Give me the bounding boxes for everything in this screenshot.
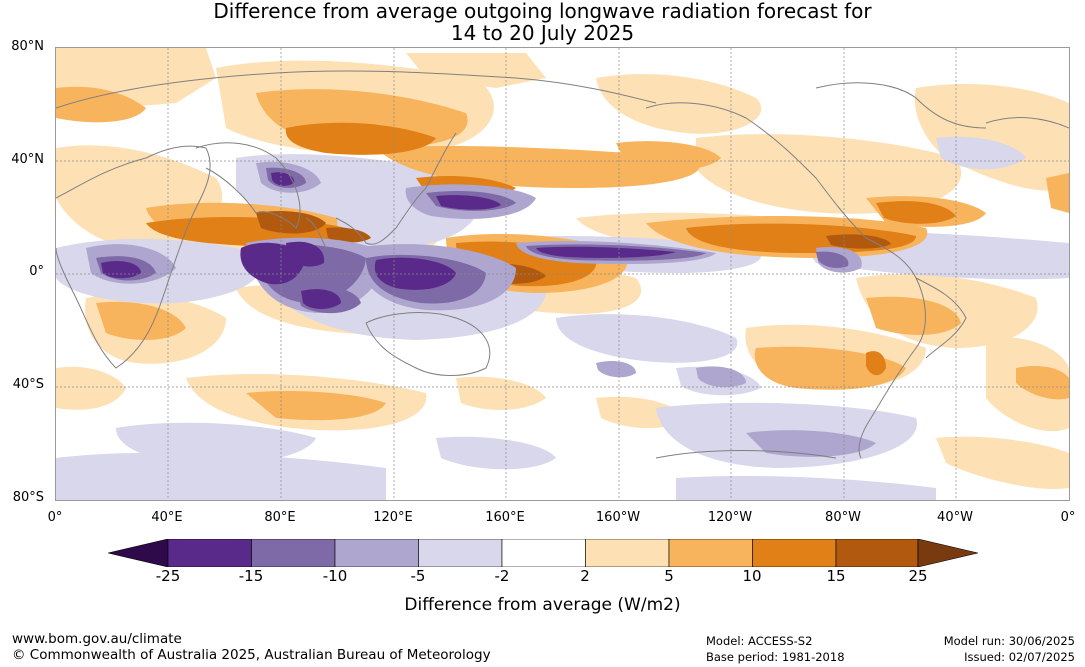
colorbar-segment <box>917 539 978 567</box>
map-title: Difference from average outgoing longwav… <box>0 0 1085 44</box>
lat-label-80n: 80°N <box>11 39 44 54</box>
lat-label-40n: 40°N <box>11 152 44 167</box>
lon-label-80e: 80°E <box>264 510 296 525</box>
lon-label-40e: 40°E <box>151 510 183 525</box>
colorbar-tick: 10 <box>742 567 762 585</box>
lon-label-0: 0° <box>47 510 63 525</box>
colorbar-tick: 25 <box>908 567 928 585</box>
colorbar-tick: -25 <box>155 567 181 585</box>
footer-url[interactable]: www.bom.gov.au/climate <box>12 631 182 647</box>
lon-label-80w: 80°W <box>825 510 861 525</box>
lat-label-equator: 0° <box>29 264 44 279</box>
title-line-1: Difference from average outgoing longwav… <box>213 0 872 23</box>
footer-left: www.bom.gov.au/climate © Commonwealth of… <box>12 631 491 663</box>
lon-label-160e: 160°E <box>485 510 525 525</box>
colorbar-segment <box>501 539 586 567</box>
coastlines <box>56 70 1069 459</box>
footer-issued: Issued: 02/07/2025 <box>964 650 1075 664</box>
colorbar-tick: -15 <box>238 567 264 585</box>
colorbar-tick: 15 <box>826 567 846 585</box>
footer-copyright: © Commonwealth of Australia 2025, Austra… <box>12 647 491 663</box>
colorbar-segment <box>668 539 753 567</box>
lat-label-40s: 40°S <box>12 377 44 392</box>
footer-model: Model: ACCESS-S2 <box>706 634 813 648</box>
colorbar-tick: -10 <box>322 567 348 585</box>
colorbar-segment <box>108 539 169 567</box>
map-canvas <box>56 48 1069 500</box>
lon-label-120w: 120°W <box>707 510 753 525</box>
colorbar <box>108 539 978 567</box>
footer-model-run: Model run: 30/06/2025 <box>943 634 1075 648</box>
colorbar-label: Difference from average (W/m2) <box>404 595 681 615</box>
colorbar-tick: 5 <box>664 567 674 585</box>
olr-anomaly-map <box>55 47 1070 501</box>
colorbar-segment <box>585 539 670 567</box>
colorbar-tick: 2 <box>580 567 590 585</box>
lat-label-80s: 80°S <box>12 490 44 505</box>
colorbar-segment <box>167 539 252 567</box>
footer-base-period: Base period: 1981-2018 <box>706 650 845 664</box>
lon-label-120e: 120°E <box>373 510 413 525</box>
colorbar-segment <box>835 539 919 567</box>
lon-label-160w: 160°W <box>595 510 641 525</box>
lon-label-40w: 40°W <box>937 510 973 525</box>
colorbar-segment <box>418 539 503 567</box>
footer-run-info: Model run: 30/06/2025 Issued: 02/07/2025 <box>944 633 1075 665</box>
lon-label-0-right: 0° <box>1060 510 1076 525</box>
title-line-2: 14 to 20 July 2025 <box>450 21 635 45</box>
colorbar-segment <box>752 539 837 567</box>
graticule <box>56 48 1069 500</box>
colorbar-segment <box>251 539 336 567</box>
colorbar-segment <box>334 539 419 567</box>
colorbar-tick: -2 <box>494 567 510 585</box>
footer-model-info: Model: ACCESS-S2 Base period: 1981-2018 <box>706 633 845 665</box>
colorbar-tick: -5 <box>410 567 426 585</box>
